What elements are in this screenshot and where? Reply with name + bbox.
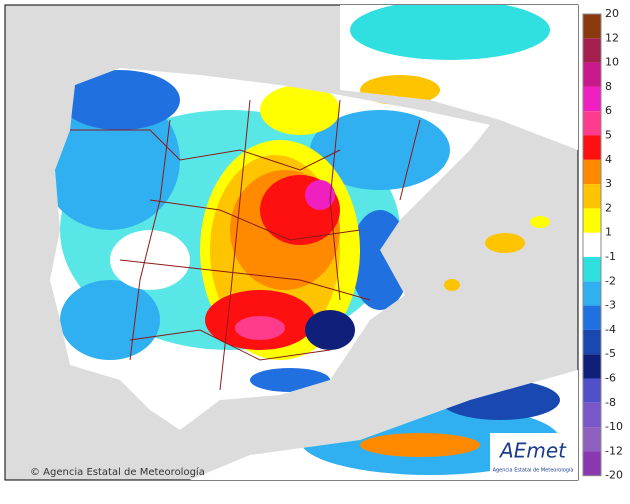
legend-band [583, 281, 601, 306]
island [485, 233, 525, 253]
legend-label: 5 [605, 129, 612, 142]
legend-band [583, 38, 601, 63]
borders [70, 99, 421, 391]
legend-label: 8 [605, 80, 612, 93]
legend-label: -3 [605, 299, 616, 312]
legend-band [583, 86, 601, 112]
credit: © Agencia Estatal de Meteorología [30, 466, 205, 478]
legend-label: -1 [605, 250, 616, 263]
logo-subtitle: Agencia Estatal de Meteorología [493, 467, 574, 474]
legend-label: -20 [605, 469, 623, 482]
legend-band [583, 14, 601, 39]
legend-label: -12 [605, 444, 623, 457]
legend-band [583, 111, 601, 136]
legend-label: -5 [605, 347, 616, 360]
legend-label: 4 [605, 153, 612, 166]
legend-band [583, 378, 601, 403]
legend-band [583, 305, 601, 330]
legend-band [583, 402, 601, 428]
legend-label: 3 [605, 177, 612, 190]
logo: AEmet [498, 439, 567, 463]
island [444, 279, 460, 291]
legend-band [583, 354, 601, 379]
legend-band [583, 208, 601, 233]
legend-label: 2 [605, 201, 612, 214]
legend-frame [582, 13, 602, 477]
logo-box [490, 433, 576, 478]
legend-band [583, 329, 601, 355]
legend-label: 6 [605, 104, 612, 117]
island [530, 216, 550, 228]
legend-band [583, 135, 601, 160]
legend-label: -2 [605, 274, 616, 287]
legend-label: 10 [605, 56, 619, 69]
legend-label: 1 [605, 226, 612, 239]
legend-band [583, 451, 601, 476]
legend-band [583, 232, 601, 257]
legend-band [583, 62, 601, 87]
legend-band [583, 184, 601, 209]
legend-label: 12 [605, 31, 619, 44]
legend-band [583, 427, 601, 452]
legend-label: -8 [605, 396, 616, 409]
legend-label: 20 [605, 7, 619, 20]
legend-label: -4 [605, 323, 616, 336]
legend-label: -6 [605, 372, 616, 385]
legend-band [583, 159, 601, 185]
legend: 20 12 10 8 6 5 4 3 2 1 -1 -2 -3 -4 -5 -6 -8 -10 -12 -20 [582, 7, 623, 482]
legend-label: -10 [605, 420, 623, 433]
legend-band [583, 257, 601, 282]
